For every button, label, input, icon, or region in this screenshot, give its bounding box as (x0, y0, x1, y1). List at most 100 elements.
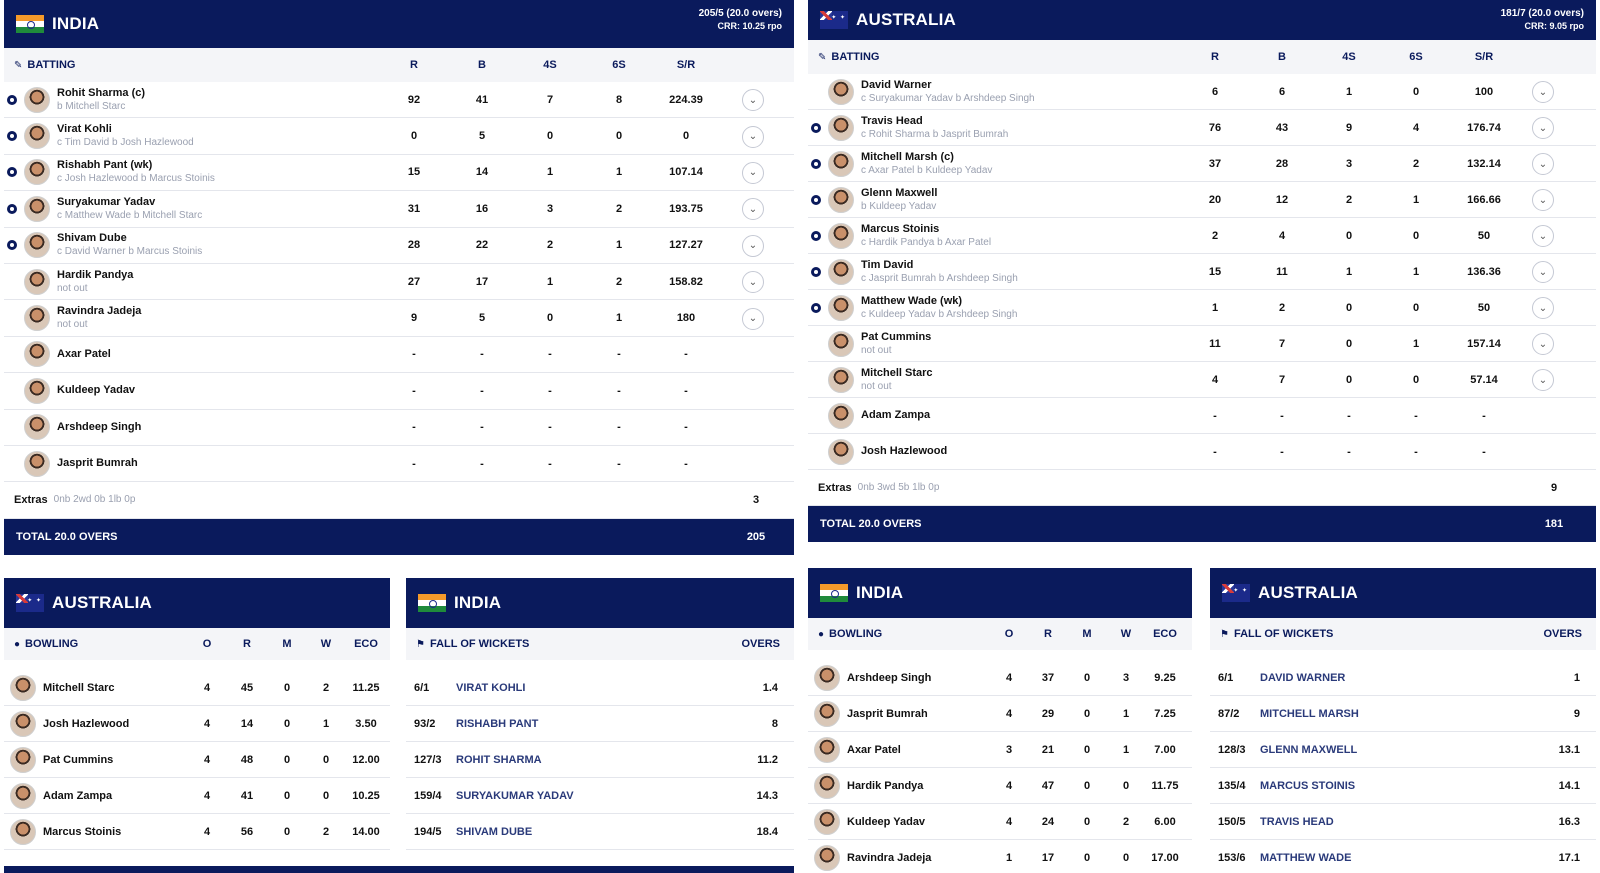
player-name[interactable]: Marcus Stoinis (43, 825, 122, 838)
batter-row[interactable]: Jasprit Bumrah - - - - - (4, 446, 794, 483)
batter-row[interactable]: Mitchell Marsh (c) c Axar Patel b Kuldeep… (808, 146, 1596, 182)
bowler-row[interactable]: Pat Cummins 4 48 0 0 12.00 (4, 742, 390, 778)
player-name[interactable]: Mitchell Starc (43, 681, 115, 694)
player-name[interactable]: Jasprit Bumrah (57, 457, 138, 470)
player-name[interactable]: Tim David (861, 258, 914, 271)
player-name[interactable]: Arshdeep Singh (57, 420, 142, 433)
player-name[interactable]: Josh Hazlewood (43, 717, 130, 730)
player-name[interactable]: Suryakumar Yadav (57, 195, 156, 208)
bowler-row[interactable]: Marcus Stoinis 4 56 0 2 14.00 (4, 814, 390, 850)
player-name[interactable]: Rishabh Pant (wk) (57, 159, 153, 172)
chevron-down-icon[interactable]: ⌄ (742, 234, 764, 257)
player-name[interactable]: Axar Patel (847, 743, 901, 756)
player-name[interactable]: Adam Zampa (43, 789, 113, 802)
chevron-down-icon[interactable]: ⌄ (1532, 189, 1554, 211)
chevron-down-icon[interactable]: ⌄ (742, 125, 764, 148)
chevron-down-icon[interactable]: ⌄ (1532, 333, 1554, 355)
batter-row[interactable]: Shivam Dube c David Warner b Marcus Stoin… (4, 228, 794, 264)
batter-row[interactable]: Rishabh Pant (wk) c Josh Hazlewood b Marc… (4, 155, 794, 192)
batter-row[interactable]: Suryakumar Yadav c Matthew Wade b Mitchel… (4, 191, 794, 228)
chevron-down-icon[interactable]: ⌄ (742, 307, 764, 330)
chevron-down-icon[interactable]: ⌄ (742, 271, 764, 294)
player-name[interactable]: Hardik Pandya (57, 268, 134, 281)
player-name[interactable]: Matthew Wade (wk) (861, 294, 963, 307)
player-name[interactable]: Travis Head (861, 114, 923, 127)
bowler-row[interactable]: Arshdeep Singh 4 37 0 3 9.25 (808, 660, 1192, 696)
player-name[interactable]: Arshdeep Singh (847, 671, 932, 684)
batter-row[interactable]: Kuldeep Yadav - - - - - (4, 373, 794, 410)
chevron-down-icon[interactable]: ⌄ (742, 89, 764, 112)
bottom-bar (4, 866, 794, 873)
chevron-down-icon[interactable]: ⌄ (1532, 153, 1554, 175)
chevron-down-icon[interactable]: ⌄ (1532, 117, 1554, 139)
bowler-row[interactable]: Jasprit Bumrah 4 29 0 1 7.25 (808, 696, 1192, 732)
batter-row[interactable]: Ravindra Jadeja not out 9 5 0 1 180 ⌄ (4, 300, 794, 337)
batter-row[interactable]: Tim David c Jasprit Bumrah b Arshdeep Sin… (808, 254, 1596, 290)
chevron-down-icon[interactable]: ⌄ (1532, 369, 1554, 391)
bowler-row[interactable]: Ravindra Jadeja 1 17 0 0 17.00 (808, 840, 1192, 873)
batter-row[interactable]: David Warner c Suryakumar Yadav b Arshdee… (808, 74, 1596, 110)
player-info: Josh Hazlewood (861, 445, 947, 458)
wicket-batter[interactable]: GLENN MAXWELL (1260, 743, 1358, 756)
player-info: Virat Kohli c Tim David b Josh Hazlewood (57, 123, 194, 149)
batter-row[interactable]: Virat Kohli c Tim David b Josh Hazlewood 0… (4, 118, 794, 155)
batter-row[interactable]: Hardik Pandya not out 27 17 1 2 158.82 ⌄ (4, 264, 794, 301)
bowler-row[interactable]: Hardik Pandya 4 47 0 0 11.75 (808, 768, 1192, 804)
bowler-row[interactable]: Josh Hazlewood 4 14 0 1 3.50 (4, 706, 390, 742)
player-name[interactable]: Pat Cummins (861, 330, 932, 343)
column-header: S/R (1474, 51, 1494, 63)
wicket-batter[interactable]: SHIVAM DUBE (456, 825, 533, 838)
player-name[interactable]: Ravindra Jadeja (57, 305, 142, 318)
player-name[interactable]: Axar Patel (57, 347, 111, 360)
chevron-down-icon[interactable]: ⌄ (742, 198, 764, 221)
batter-row[interactable]: Josh Hazlewood - - - - - (808, 434, 1596, 470)
player-name[interactable]: Glenn Maxwell (861, 186, 938, 199)
batter-row[interactable]: Rohit Sharma (c) b Mitchell Starc 92 41 7 8 22… (4, 82, 794, 119)
player-name[interactable]: Hardik Pandya (847, 779, 924, 792)
wicket-batter[interactable]: SURYAKUMAR YADAV (456, 789, 574, 802)
bowler-row[interactable]: Kuldeep Yadav 4 24 0 2 6.00 (808, 804, 1192, 840)
wicket-batter[interactable]: DAVID WARNER (1260, 671, 1346, 684)
wicket-batter[interactable]: MITCHELL MARSH (1260, 707, 1359, 720)
player-name[interactable]: Kuldeep Yadav (57, 384, 136, 397)
player-name[interactable]: Virat Kohli (57, 123, 112, 136)
player-name[interactable]: Josh Hazlewood (861, 445, 948, 457)
dismissal-text: not out (57, 319, 88, 331)
player-name[interactable]: Mitchell Marsh (c) (861, 150, 954, 163)
bowler-row[interactable]: Axar Patel 3 21 0 1 7.00 (808, 732, 1192, 768)
wicket-batter[interactable]: VIRAT KOHLI (456, 681, 526, 694)
wicket-batter[interactable]: ROHIT SHARMA (456, 753, 542, 766)
player-name[interactable]: Ravindra Jadeja (847, 851, 932, 864)
batter-row[interactable]: Glenn Maxwell b Kuldeep Yadav 20 12 2 1 166.66… (808, 182, 1596, 218)
wicket-batter[interactable]: TRAVIS HEAD (1260, 815, 1334, 828)
player-name[interactable]: Marcus Stoinis (861, 222, 940, 235)
bowler-row[interactable]: Mitchell Starc 4 45 0 2 11.25 (4, 670, 390, 706)
chevron-down-icon[interactable]: ⌄ (742, 161, 764, 184)
player-name[interactable]: Mitchell Starc (861, 366, 933, 379)
player-name[interactable]: Jasprit Bumrah (847, 707, 928, 720)
chevron-down-icon[interactable]: ⌄ (1532, 297, 1554, 319)
batter-row[interactable]: Adam Zampa - - - - - (808, 398, 1596, 434)
batter-row[interactable]: Axar Patel - - - - - (4, 337, 794, 374)
batter-row[interactable]: Travis Head c Rohit Sharma b Jasprit Bumr… (808, 110, 1596, 146)
stat-o: 4 (203, 825, 211, 838)
batter-row[interactable]: Arshdeep Singh - - - - - (4, 410, 794, 446)
batter-row[interactable]: Pat Cummins not out 11 7 0 1 157.14 ⌄ (808, 326, 1596, 362)
chevron-down-icon[interactable]: ⌄ (1532, 261, 1554, 283)
player-info: Mitchell Marsh (c) c Axar Patel b Kuldeep… (861, 151, 992, 177)
batter-row[interactable]: Matthew Wade (wk) c Kuldeep Yadav b Arshd… (808, 290, 1596, 326)
chevron-down-icon[interactable]: ⌄ (1532, 81, 1554, 103)
player-name[interactable]: Rohit Sharma (c) (57, 86, 146, 99)
player-name[interactable]: Kuldeep Yadav (847, 815, 926, 828)
wicket-batter[interactable]: RISHABH PANT (456, 717, 539, 730)
player-name[interactable]: Shivam Dube (57, 232, 127, 245)
chevron-down-icon[interactable]: ⌄ (1532, 225, 1554, 247)
player-name[interactable]: David Warner (861, 78, 932, 91)
wicket-batter[interactable]: MARCUS STOINIS (1260, 779, 1356, 792)
batter-row[interactable]: Marcus Stoinis c Hardik Pandya b Axar Pat… (808, 218, 1596, 254)
player-name[interactable]: Adam Zampa (861, 409, 931, 421)
bowler-row[interactable]: Adam Zampa 4 41 0 0 10.25 (4, 778, 390, 814)
player-name[interactable]: Pat Cummins (43, 753, 114, 766)
wicket-batter[interactable]: MATTHEW WADE (1260, 851, 1352, 864)
batter-row[interactable]: Mitchell Starc not out 4 7 0 0 57.14 ⌄ (808, 362, 1596, 398)
